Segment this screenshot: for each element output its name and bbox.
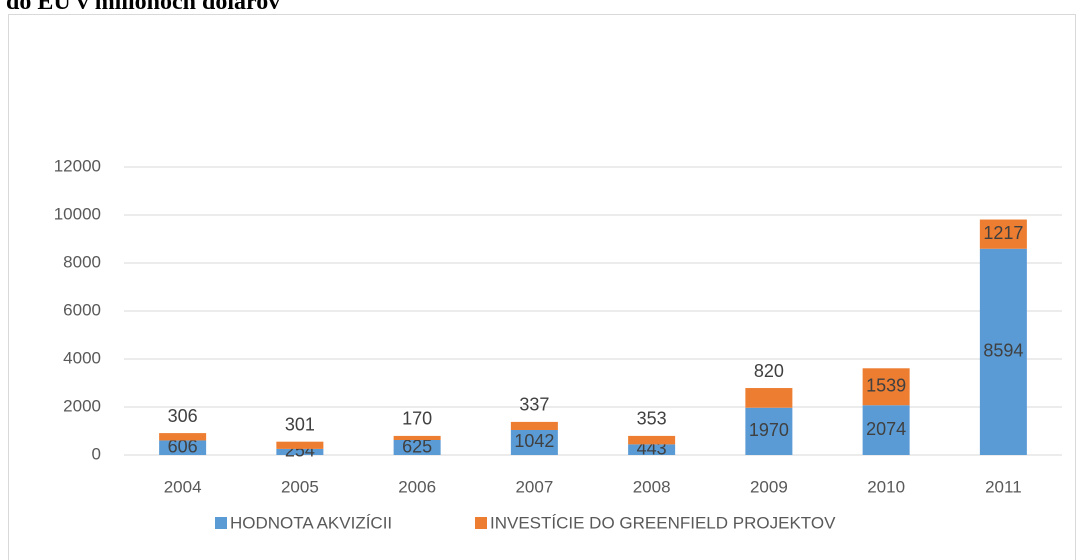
data-label: 606 <box>168 436 198 456</box>
legend-swatch <box>215 517 227 529</box>
data-label: 1970 <box>749 420 789 440</box>
data-label: 1539 <box>866 376 906 396</box>
bar-segment <box>159 440 207 455</box>
data-label: 820 <box>754 361 784 381</box>
bar-segment <box>862 405 910 455</box>
x-tick-label: 2007 <box>515 477 553 496</box>
x-tick-label: 2011 <box>985 477 1022 496</box>
bar-segment <box>862 368 910 406</box>
bar-segment <box>510 429 558 455</box>
bar-segment <box>979 248 1027 455</box>
bar-segment <box>393 435 441 440</box>
bar-segment <box>159 433 207 441</box>
data-label: 306 <box>168 406 198 426</box>
legend-swatch <box>475 517 487 529</box>
bar-segment <box>510 421 558 430</box>
bar-segment <box>628 435 676 445</box>
data-label: 301 <box>285 414 315 434</box>
y-tick-label: 2000 <box>63 396 101 415</box>
bar-segment <box>276 448 324 455</box>
x-tick-label: 2004 <box>164 477 202 496</box>
data-label: 337 <box>519 395 549 415</box>
data-label: 625 <box>402 436 432 456</box>
data-label: 170 <box>402 409 432 429</box>
data-label: 2074 <box>866 419 906 439</box>
y-tick-label: 12000 <box>54 156 101 175</box>
y-tick-label: 0 <box>92 444 101 463</box>
chart-border <box>8 14 1076 560</box>
data-label: 1042 <box>514 431 554 451</box>
x-tick-label: 2010 <box>867 477 905 496</box>
legend-label: INVESTÍCIE DO GREENFIELD PROJEKTOV <box>490 513 836 532</box>
legend-label: HODNOTA AKVIZÍCII <box>230 513 392 532</box>
data-label: 8594 <box>983 341 1023 361</box>
data-label: 1217 <box>983 223 1023 243</box>
x-tick-label: 2009 <box>750 477 788 496</box>
chart-title: do EÚ v miliónoch dolárov <box>6 0 280 15</box>
x-tick-label: 2008 <box>633 477 671 496</box>
data-label: 353 <box>637 409 667 429</box>
y-tick-label: 6000 <box>63 300 101 319</box>
x-tick-label: 2005 <box>281 477 319 496</box>
bar-segment <box>745 407 793 455</box>
x-tick-label: 2006 <box>398 477 436 496</box>
bar-segment <box>276 441 324 449</box>
bar-segment <box>745 388 793 408</box>
bar-segment <box>628 444 676 455</box>
y-tick-label: 4000 <box>63 348 101 367</box>
bar-segment <box>979 219 1027 249</box>
y-tick-label: 8000 <box>63 252 101 271</box>
bar-segment <box>393 440 441 455</box>
y-tick-label: 10000 <box>54 204 101 223</box>
